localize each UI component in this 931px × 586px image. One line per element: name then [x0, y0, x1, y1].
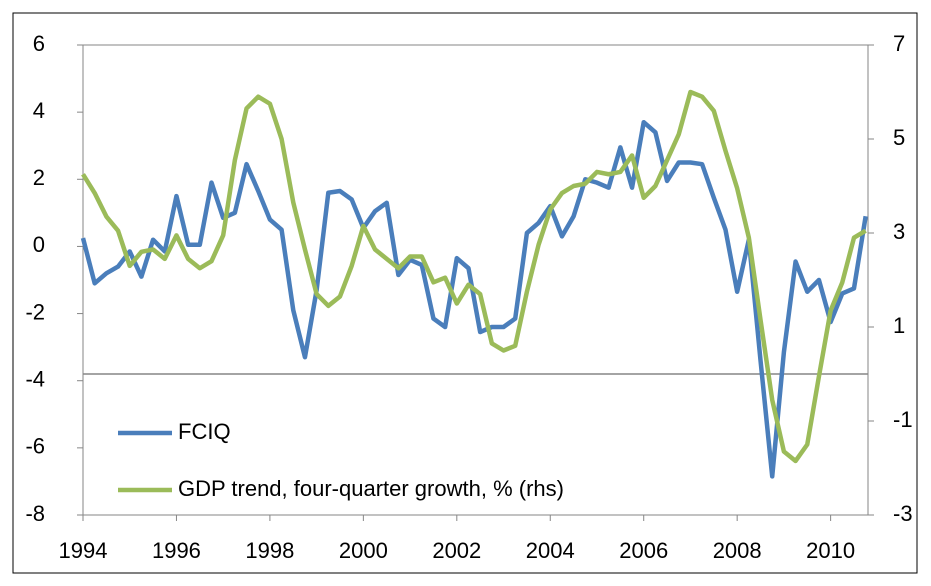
x-tick-label: 2008 [713, 538, 762, 563]
x-tick-label: 2004 [526, 538, 575, 563]
y-tick-label: 2 [33, 165, 45, 190]
y-tick-label: 6 [33, 31, 45, 56]
plot-area [82, 44, 869, 516]
y2-tick-label: 5 [893, 125, 905, 150]
y2-tick-label: 1 [893, 313, 905, 338]
x-tick-label: 2002 [432, 538, 481, 563]
x-tick-label: 2010 [806, 538, 855, 563]
y-tick-label: 4 [33, 98, 45, 123]
y2-tick-label: 3 [893, 219, 905, 244]
x-tick-label: 2006 [619, 538, 668, 563]
y-tick-label: -4 [25, 367, 45, 392]
y2-tick-label: 7 [893, 31, 905, 56]
y2-tick-label: -3 [893, 501, 913, 526]
y-tick-label: 0 [33, 232, 45, 257]
legend-label: GDP trend, four-quarter growth, % (rhs) [178, 476, 564, 501]
y2-tick-label: -1 [893, 407, 913, 432]
x-tick-label: 1996 [152, 538, 201, 563]
y-tick-label: -8 [25, 501, 45, 526]
x-tick-label: 1998 [245, 538, 294, 563]
y-tick-label: -2 [25, 299, 45, 324]
legend-label: FCIQ [178, 419, 231, 444]
y-tick-label: -6 [25, 434, 45, 459]
series-line [80, 119, 868, 479]
series-line [81, 89, 867, 464]
x-tick-label: 2000 [339, 538, 388, 563]
x-tick-label: 1994 [59, 538, 108, 563]
